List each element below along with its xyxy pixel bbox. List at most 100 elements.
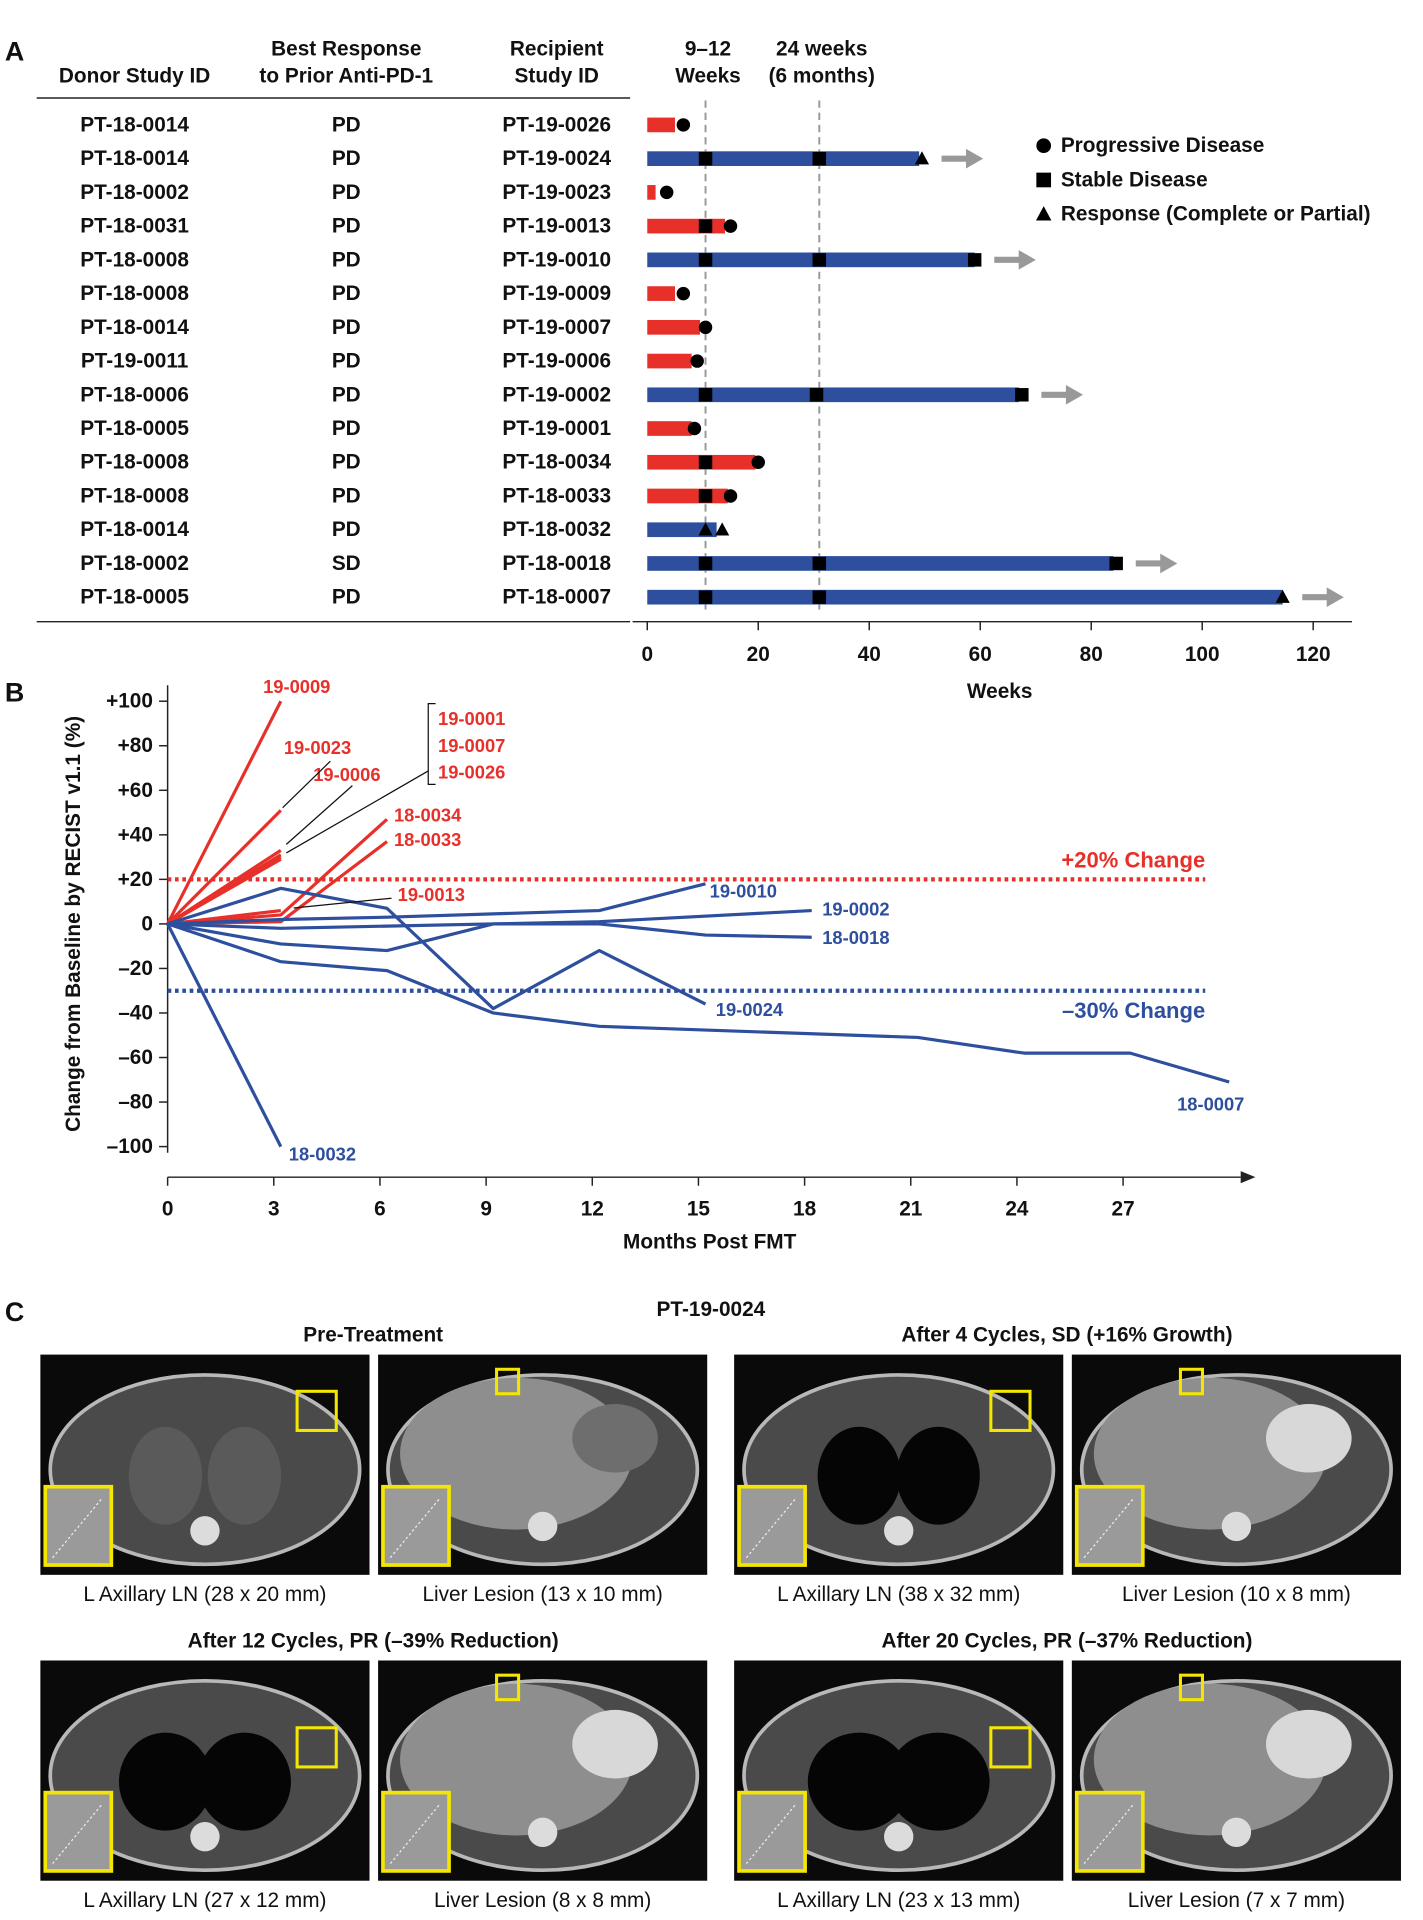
- legend-label: Stable Disease: [1061, 168, 1208, 191]
- reference-label: –30% Change: [1062, 998, 1205, 1023]
- y-tick-label: +60: [118, 779, 153, 802]
- leader-line: [282, 760, 331, 809]
- ct-spine: [527, 1511, 558, 1542]
- panel-letter: C: [5, 1297, 24, 1327]
- series-label: 18-0007: [1177, 1093, 1244, 1114]
- x-tick-label: 6: [374, 1197, 386, 1220]
- marker-square: [698, 455, 713, 469]
- column-header: to Prior Anti-PD-1: [259, 64, 433, 87]
- ct-liver-image: [378, 1354, 708, 1575]
- bar: [647, 319, 700, 335]
- column-header: Recipient: [510, 38, 604, 61]
- marker-circle: [698, 320, 713, 335]
- ct-inset: [1074, 1484, 1145, 1567]
- bar: [647, 589, 1283, 605]
- best-response: PD: [332, 316, 361, 339]
- marker-square: [698, 253, 713, 267]
- series-line: [166, 809, 282, 926]
- recipient-id: PT-18-0033: [502, 484, 611, 507]
- best-response: PD: [332, 215, 361, 238]
- series-label: 19-0006: [313, 764, 380, 785]
- bar: [647, 488, 728, 504]
- donor-id: PT-18-0002: [80, 181, 189, 204]
- ct-roi: [1178, 1673, 1205, 1702]
- ct-measure: [1083, 1498, 1134, 1559]
- ongoing-arrowhead: [1018, 250, 1036, 270]
- recipient-id: PT-19-0013: [502, 215, 611, 238]
- ct-inset: [43, 1790, 114, 1873]
- recipient-id: PT-19-0001: [502, 417, 611, 440]
- bar: [647, 556, 1114, 571]
- x-tick-label: 80: [1080, 643, 1103, 666]
- best-response: PD: [332, 586, 361, 609]
- x-tick-label: 120: [1296, 643, 1331, 666]
- reference-label: 9–12: [685, 38, 731, 61]
- y-tick-label: +80: [118, 734, 153, 757]
- recipient-id: PT-18-0032: [502, 518, 611, 541]
- donor-id: PT-18-0014: [80, 316, 189, 339]
- y-tick-label: –80: [118, 1091, 153, 1114]
- ct-stomach: [1265, 1404, 1352, 1473]
- marker-triangle: [715, 522, 730, 536]
- ct-spine: [1221, 1511, 1252, 1542]
- best-response: PD: [332, 518, 361, 541]
- series-label: 18-0018: [822, 927, 889, 948]
- legend-label: Response (Complete or Partial): [1061, 203, 1371, 226]
- marker-circle: [687, 421, 702, 436]
- marker-triangle: [1035, 206, 1052, 221]
- ct-inset: [737, 1484, 807, 1567]
- ongoing-arrowhead: [1065, 385, 1084, 405]
- donor-id: PT-18-0008: [80, 282, 189, 305]
- ct-roi: [989, 1726, 1032, 1769]
- ct-axilla-image: [40, 1660, 370, 1881]
- series-line: [167, 908, 812, 930]
- column-header: Donor Study ID: [59, 64, 210, 87]
- y-tick-label: –60: [118, 1046, 153, 1069]
- marker-circle: [723, 489, 738, 503]
- recipient-id: PT-19-0002: [502, 383, 611, 406]
- ct-measure: [389, 1804, 440, 1864]
- series-label: 19-0009: [263, 676, 330, 697]
- ct-liver-image: [1071, 1660, 1401, 1881]
- ct-inset: [381, 1484, 451, 1567]
- ct-roi: [495, 1367, 521, 1396]
- recipient-id: PT-19-0026: [502, 113, 611, 136]
- x-tick-label: 15: [687, 1197, 710, 1220]
- image-caption: L Axillary LN (27 x 12 mm): [83, 1889, 326, 1912]
- ct-spine: [527, 1817, 558, 1847]
- ct-lung: [128, 1426, 203, 1525]
- y-tick-label: +20: [118, 868, 153, 891]
- bar: [647, 185, 656, 200]
- y-axis-label: Change from Baseline by RECIST v1.1 (%): [62, 716, 85, 1132]
- marker-square: [698, 388, 713, 402]
- recipient-id: PT-18-0007: [502, 586, 611, 609]
- best-response: PD: [332, 383, 361, 406]
- donor-id: PT-18-0008: [80, 451, 189, 474]
- figure-title: PT-19-0024: [657, 1298, 766, 1321]
- donor-id: PT-18-0014: [80, 518, 189, 541]
- ct-spine: [1221, 1817, 1252, 1847]
- ct-measure: [52, 1498, 103, 1559]
- column-header: Study ID: [515, 64, 599, 87]
- x-tick-label: 21: [899, 1197, 922, 1220]
- ct-liver: [400, 1683, 633, 1836]
- marker-square: [698, 556, 713, 571]
- series-label: 18-0032: [289, 1143, 356, 1164]
- marker-square: [1036, 172, 1052, 188]
- bar: [647, 387, 1020, 403]
- recipient-id: PT-19-0023: [502, 181, 611, 204]
- ct-inset: [1074, 1790, 1145, 1873]
- marker-square: [698, 489, 713, 503]
- marker-square: [812, 590, 827, 604]
- legend-label: Progressive Disease: [1061, 134, 1264, 157]
- ct-measure: [745, 1804, 796, 1864]
- ct-lung: [807, 1732, 911, 1831]
- bar: [647, 421, 692, 436]
- group-title: Pre-Treatment: [303, 1324, 443, 1347]
- marker-circle: [690, 354, 704, 368]
- series-label: 19-0007: [438, 735, 505, 756]
- y-tick-label: –40: [118, 1001, 153, 1024]
- marker-circle: [751, 455, 765, 469]
- reference-label: Weeks: [675, 64, 741, 87]
- series-label: 19-0002: [822, 899, 889, 920]
